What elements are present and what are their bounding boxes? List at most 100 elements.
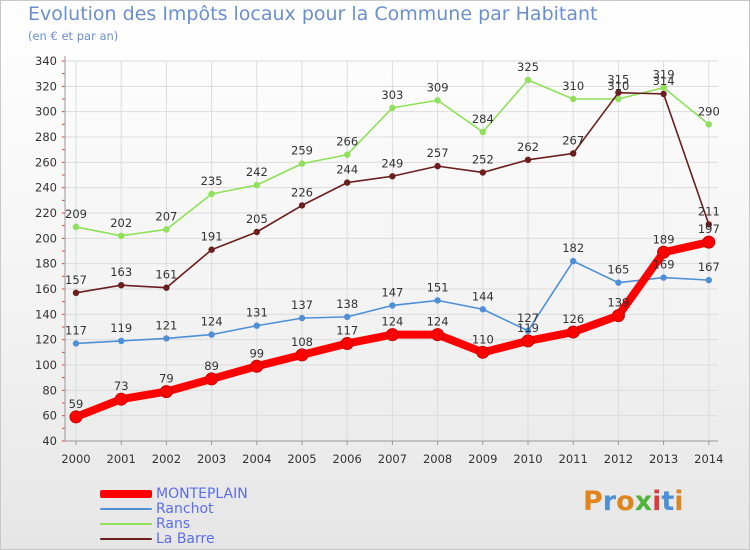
data-point-rans-2005 (298, 160, 306, 167)
data-label-rans-2011: 310 (562, 79, 584, 93)
logo-letter-3: x (634, 486, 653, 517)
data-point-rans-2008 (434, 97, 441, 104)
data-label-rans-2004: 242 (246, 165, 268, 179)
y-tick-label-40: 40 (42, 434, 57, 448)
data-label-rans-2014: 290 (698, 104, 720, 118)
data-point-monteplain-2003 (205, 372, 219, 386)
data-point-rans-2001 (118, 232, 125, 239)
data-label-la-barre-2001: 163 (110, 265, 132, 279)
data-label-rans-2013: 319 (653, 68, 675, 82)
logo-letter-2: o (616, 486, 635, 517)
y-tick-label-260: 260 (35, 155, 57, 169)
data-point-ranchot-2014 (705, 276, 712, 284)
data-label-ranchot-2009: 144 (472, 289, 494, 303)
x-tick-label-2006: 2006 (333, 452, 362, 466)
x-tick-label-2009: 2009 (468, 452, 497, 466)
data-point-monteplain-2011 (566, 325, 580, 339)
data-label-la-barre-2012: 315 (607, 73, 629, 87)
data-point-ranchot-2011 (570, 257, 577, 265)
y-tick-label-120: 120 (35, 333, 57, 347)
data-label-la-barre-2006: 244 (336, 163, 358, 177)
y-tick-label-200: 200 (35, 231, 57, 245)
data-point-ranchot-2001 (118, 337, 125, 345)
data-point-la-barre-2005 (298, 202, 306, 209)
data-point-ranchot-2003 (208, 331, 215, 338)
x-tick-label-2005: 2005 (287, 452, 316, 466)
data-label-monteplain-2006: 117 (336, 323, 358, 337)
chart-subtitle: (en € et par an) (28, 29, 119, 43)
data-label-ranchot-2013: 169 (653, 258, 675, 272)
logo-letter-4: i (652, 486, 662, 517)
data-label-rans-2002: 207 (155, 209, 177, 223)
x-tick-label-2008: 2008 (423, 452, 452, 466)
data-label-la-barre-2011: 267 (562, 133, 584, 147)
data-point-ranchot-2009 (479, 306, 486, 313)
data-label-ranchot-2008: 151 (427, 280, 449, 294)
data-point-la-barre-2007 (389, 173, 396, 180)
x-tick-label-2014: 2014 (694, 452, 723, 466)
data-label-monteplain-2010: 119 (517, 321, 539, 335)
data-point-ranchot-2008 (434, 297, 441, 304)
x-tick-label-2010: 2010 (513, 452, 542, 466)
data-label-rans-2009: 284 (472, 112, 494, 126)
data-point-rans-2010 (524, 76, 532, 84)
data-label-ranchot-2005: 137 (291, 298, 313, 312)
data-label-la-barre-2005: 226 (291, 185, 313, 199)
data-point-ranchot-2010 (524, 327, 532, 334)
data-point-ranchot-2013 (660, 274, 667, 281)
data-point-monteplain-2013 (657, 245, 671, 259)
data-label-rans-2007: 303 (381, 88, 403, 102)
data-label-rans-2012: 310 (607, 79, 629, 93)
data-point-la-barre-2004 (253, 228, 260, 236)
data-point-rans-2009 (479, 128, 486, 136)
data-point-monteplain-2005 (295, 348, 309, 362)
data-point-rans-2014 (705, 121, 712, 128)
data-label-la-barre-2009: 252 (472, 152, 494, 166)
data-label-ranchot-2004: 131 (246, 306, 268, 320)
data-label-la-barre-2013: 314 (653, 74, 675, 88)
data-point-la-barre-2002 (163, 284, 170, 291)
legend-swatch-la-barre (100, 537, 152, 540)
data-point-ranchot-2002 (163, 335, 170, 342)
x-tick-label-2004: 2004 (242, 452, 271, 466)
data-label-ranchot-2001: 119 (110, 321, 132, 335)
data-point-la-barre-2011 (570, 150, 577, 157)
data-label-ranchot-2011: 182 (562, 241, 584, 255)
data-label-monteplain-2004: 99 (249, 346, 264, 360)
data-label-ranchot-2010: 127 (517, 311, 539, 325)
y-tick-label-80: 80 (42, 383, 57, 397)
data-label-la-barre-2000: 157 (65, 273, 87, 287)
data-point-la-barre-2013 (660, 90, 667, 98)
data-point-ranchot-2004 (253, 322, 260, 329)
data-point-rans-2002 (163, 226, 170, 233)
y-tick-label-180: 180 (35, 257, 57, 271)
data-point-la-barre-2006 (344, 179, 351, 186)
chart-legend: MONTEPLAIN Ranchot Rans La Barre (100, 486, 248, 547)
legend-item-monteplain: MONTEPLAIN (100, 486, 248, 502)
data-point-monteplain-2001 (114, 392, 128, 406)
legend-item-ranchot: Ranchot (100, 501, 248, 517)
data-point-la-barre-2014 (705, 221, 712, 228)
data-point-la-barre-2001 (118, 282, 125, 289)
y-tick-label-160: 160 (35, 282, 57, 296)
x-tick-label-2001: 2001 (107, 452, 136, 466)
data-label-monteplain-2005: 108 (291, 335, 313, 349)
data-point-rans-2004 (253, 181, 260, 189)
y-tick-label-300: 300 (35, 105, 57, 119)
data-label-monteplain-2003: 89 (204, 359, 219, 373)
data-point-rans-2006 (344, 151, 351, 158)
x-tick-label-2013: 2013 (649, 452, 678, 466)
data-label-rans-2008: 309 (427, 80, 449, 94)
data-label-rans-2003: 235 (201, 174, 223, 188)
data-label-la-barre-2010: 262 (517, 140, 539, 154)
data-point-monteplain-2014 (702, 235, 716, 249)
data-point-monteplain-2010 (521, 334, 535, 348)
proxiti-logo: Proxiti (583, 486, 684, 517)
data-point-monteplain-2012 (611, 309, 625, 323)
data-label-rans-2000: 209 (65, 207, 87, 221)
logo-letter-6: i (674, 486, 684, 517)
y-tick-label-240: 240 (35, 181, 57, 195)
data-point-monteplain-2006 (340, 336, 354, 350)
data-point-ranchot-2000 (72, 340, 80, 347)
